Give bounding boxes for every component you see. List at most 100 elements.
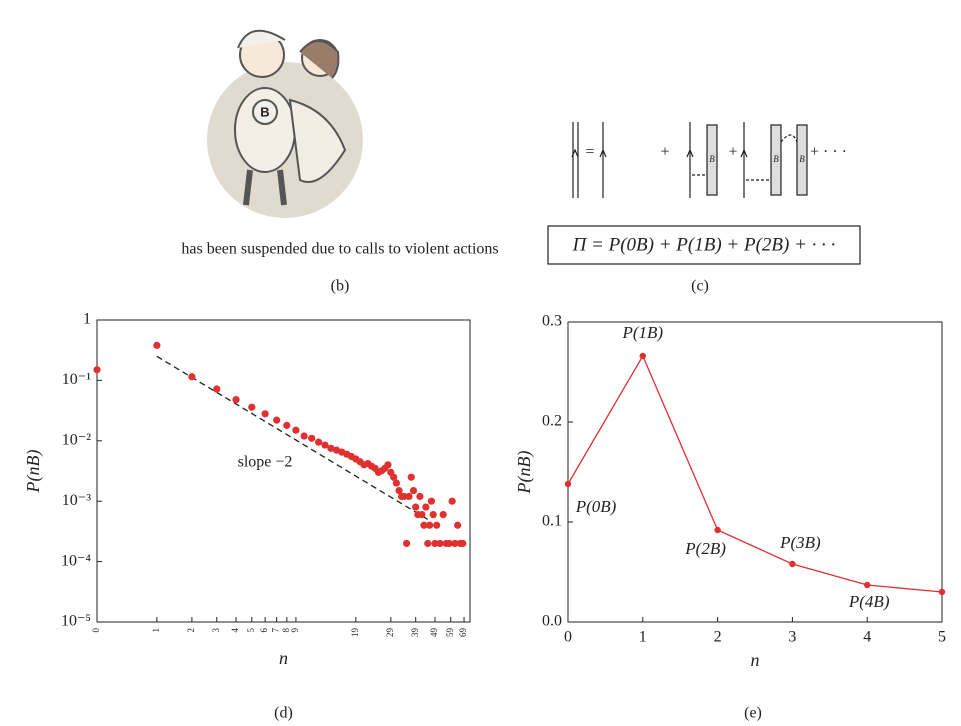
point [395,486,403,495]
symbol: + · · · [810,144,847,161]
x-tick-label: 6 [259,628,269,633]
x-tick-label: 5 [938,629,946,646]
point [409,486,418,495]
point [405,492,413,501]
panel-label: (b) [331,278,350,295]
x-tick-label: 8 [281,628,291,633]
point [416,492,424,501]
x-tick-label: 2 [186,628,196,633]
point [418,510,426,519]
point [283,421,291,429]
x-tick-label: 3 [788,629,796,646]
point [390,473,398,481]
y-tick-label: 0.1 [542,513,562,530]
point [292,426,300,434]
point [451,539,459,548]
point [714,526,721,534]
point [384,461,392,469]
y-tick-label: 0.3 [542,313,562,330]
point [454,521,462,529]
equation: Π = P(0B) + P(1B) + P(2B) + · · · [572,234,836,255]
point [448,497,456,505]
x-axis-label: n [279,648,288,668]
caption: has been suspended due to calls to viole… [181,241,498,258]
point [248,403,256,411]
point [459,539,467,548]
y-axis-label: P(nB) [23,450,44,494]
y-tick-label: 10⁻⁴ [61,552,91,569]
fit-line [156,355,429,520]
x-tick-label: 2 [714,629,722,646]
symbol: = [585,144,594,161]
point [429,510,437,519]
point [639,352,646,360]
point [261,410,269,418]
point [445,539,453,548]
x-tick-label: 49 [429,628,439,638]
point [314,438,323,446]
point-label: P(0B) [575,497,617,516]
point-label: P(4B) [848,592,890,611]
x-tick-label: 39 [410,628,420,638]
point-label: P(1B) [622,323,664,342]
plot-frame [96,319,471,623]
point [789,560,796,568]
x-tick-label: 59 [445,628,455,638]
point [93,366,101,374]
point [273,416,281,424]
x-tick-label: 3 [211,628,221,633]
point [402,539,411,548]
x-tick-label: 4 [230,628,240,633]
point-label: P(3B) [779,533,821,552]
x-tick-label: 7 [271,628,281,633]
point [213,385,221,393]
plot-frame [567,321,943,623]
point [422,503,430,511]
point [321,441,329,449]
point [308,434,316,442]
point [153,341,161,349]
x-tick-label: 1 [639,629,647,646]
line [567,354,943,593]
x-tick-label: 69 [458,628,468,638]
x-tick-label: 0 [564,629,572,646]
point [433,521,441,529]
panel-label: (c) [691,278,709,295]
point [439,510,447,519]
y-tick-label: 10⁻⁵ [61,613,91,630]
y-tick-label: 10⁻² [62,431,91,448]
x-tick-label: 1 [151,628,161,633]
x-tick-label: 9 [290,628,300,633]
block-label: B [799,154,805,164]
point [424,539,432,548]
point [300,432,308,440]
point [427,497,436,505]
point [426,521,434,529]
x-axis-label: n [751,650,760,670]
point [420,521,428,529]
symbol: + [728,144,737,161]
point [327,444,335,452]
y-tick-label: 10⁻¹ [62,371,91,388]
point [431,539,439,548]
x-tick-label: 29 [385,628,395,638]
point [188,373,196,381]
cartoon: B [207,29,363,218]
x-tick-label: 19 [350,628,360,638]
annotation: slope −2 [238,454,293,471]
y-tick-label: 0.0 [542,613,562,630]
point [392,479,401,487]
block-label: B [773,154,779,164]
diagram [547,122,861,265]
point [436,539,444,548]
panel-label: (e) [744,705,762,722]
y-tick-label: 1 [83,311,91,328]
badge: B [260,104,269,119]
symbol: + [660,144,669,161]
point [232,396,240,404]
point [407,473,415,481]
block-label: B [709,154,715,164]
y-tick-label: 10⁻³ [62,492,91,509]
point [564,480,572,488]
